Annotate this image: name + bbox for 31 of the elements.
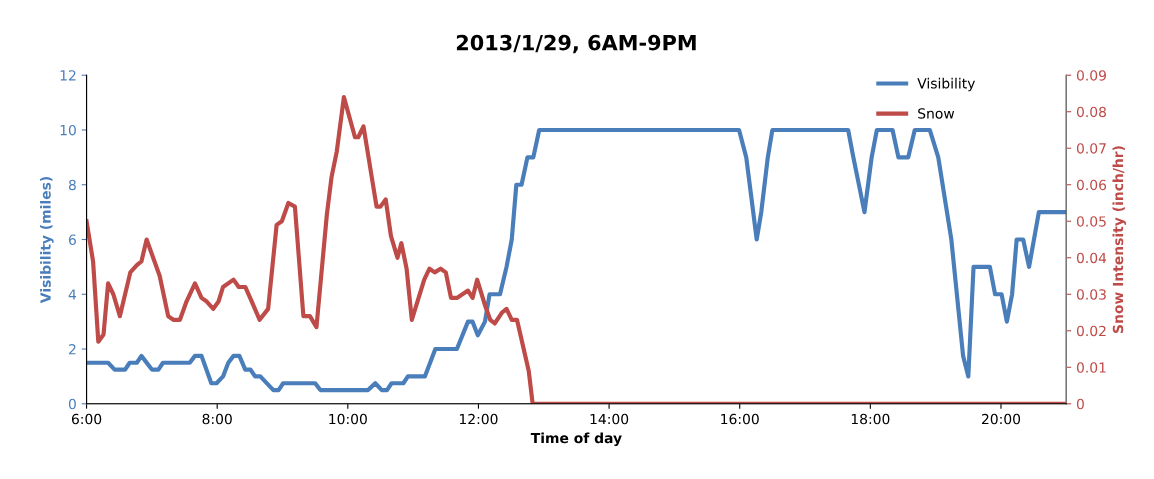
y2-tick-label: 0.06 — [1076, 179, 1107, 191]
y2-tick-label: 0 — [1076, 398, 1084, 410]
y-tick-label: 6 — [68, 234, 76, 245]
legend-label: Visibility — [917, 77, 975, 92]
x-tick-label: 16:00 — [721, 413, 759, 425]
y-tick-label: 4 — [68, 289, 77, 300]
x-tick-label: 20:00 — [981, 413, 1021, 425]
y-tick-label: 2 — [69, 344, 76, 355]
y-tick-label: 12 — [60, 70, 76, 81]
y2-axis-title: Snow Intensity (inch/hr) — [1112, 146, 1127, 333]
y-tick-label: 0 — [68, 398, 76, 410]
y2-tick-label: 0.05 — [1076, 216, 1106, 227]
y2-tick-label: 0.09 — [1076, 70, 1106, 81]
x-tick-label: 6:00 — [71, 413, 102, 425]
y2-tick-label: 0.08 — [1076, 106, 1106, 118]
y2-tick-label: 0.03 — [1076, 289, 1106, 300]
y-tick-label: 8 — [68, 179, 76, 191]
x-tick-label: 14:00 — [590, 413, 629, 425]
y2-tick-label: 0.02 — [1076, 325, 1106, 337]
x-tick-label: 18:00 — [851, 413, 890, 425]
y-axis-title: Visibility (miles) — [40, 176, 54, 304]
legend-label: Snow — [918, 108, 955, 119]
chart-title: 2013/1/29, 6AM-9PM — [456, 34, 696, 54]
x-tick-label: 12:00 — [459, 413, 498, 425]
y2-tick-label: 0.07 — [1076, 143, 1106, 154]
y-tick-label: 10 — [60, 124, 76, 136]
x-axis-title: Time of day — [530, 432, 622, 447]
x-tick-label: 10:00 — [329, 413, 367, 425]
x-tick-label: 8:00 — [202, 413, 232, 425]
y2-tick-label: 0.01 — [1076, 362, 1106, 373]
y2-tick-label: 0.04 — [1076, 252, 1107, 264]
